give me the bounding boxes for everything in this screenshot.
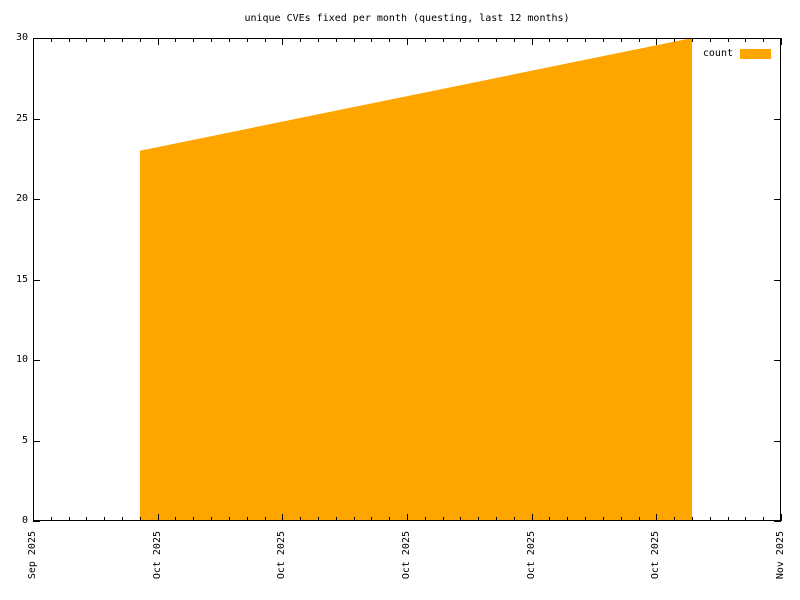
x-tick-label: Oct 2025 [525,531,537,580]
y-tick-label: 25 [15,112,28,124]
x-tick-label: Oct 2025 [276,531,288,580]
legend-label: count [702,48,733,59]
x-tick-label: Sep 2025 [27,531,38,580]
area-count [139,38,692,521]
y-tick-label: 30 [15,32,28,43]
legend: count [703,48,771,60]
x-tick-label: Oct 2025 [401,531,412,580]
x-tick-label: Nov 2025 [775,531,786,580]
y-tick-label: 5 [21,434,28,446]
y-tick-label: 20 [15,193,28,204]
chart-title: unique CVEs fixed per month (questing, l… [244,13,570,24]
axes-and-ticks [33,38,782,522]
x-tick-label: Oct 2025 [650,531,662,580]
legend-swatch [740,49,771,59]
y-tick-label: 0 [21,515,28,526]
area-series-count [139,38,692,521]
y-tick-label: 15 [15,273,28,285]
y-tick-label: 10 [15,354,28,365]
x-tick-label: Oct 2025 [151,531,163,580]
